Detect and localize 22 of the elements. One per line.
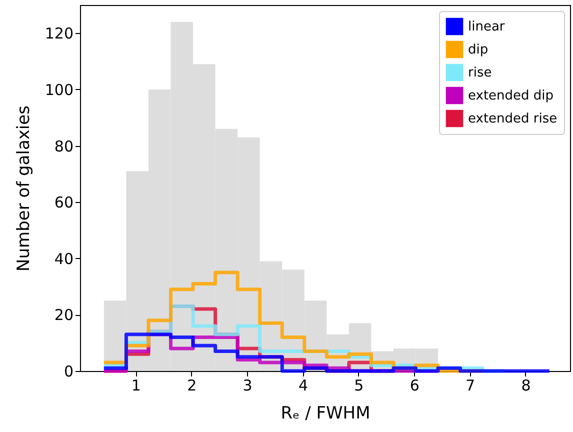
y-tick-label: 20 [54,306,74,324]
x-tick-label: 6 [410,376,420,394]
legend-label: dip [468,42,488,58]
y-tick-label: 40 [54,250,74,268]
y-axis-title: Number of galaxies [14,105,34,272]
y-tick-label: 60 [54,194,74,212]
y-tick-label: 100 [44,80,74,99]
x-tick-label: 5 [354,376,364,394]
x-tick-label: 1 [131,376,141,394]
x-tick-label: 7 [466,376,476,394]
x-tick-label: 2 [187,376,197,394]
y-tick-label: 0 [64,362,74,380]
x-tick-label: 8 [521,376,531,394]
legend-label: rise [468,66,492,80]
x-axis-title: Rₑ / FWHM [280,404,370,424]
y-tick-label: 80 [54,137,74,156]
y-tick-label: 120 [44,24,74,43]
legend-label: extended rise [468,112,558,126]
x-tick-label: 3 [242,376,252,394]
x-tick-label: 4 [298,376,308,394]
legend-label: extended dip [468,88,554,104]
legend-label: linear [468,20,506,34]
